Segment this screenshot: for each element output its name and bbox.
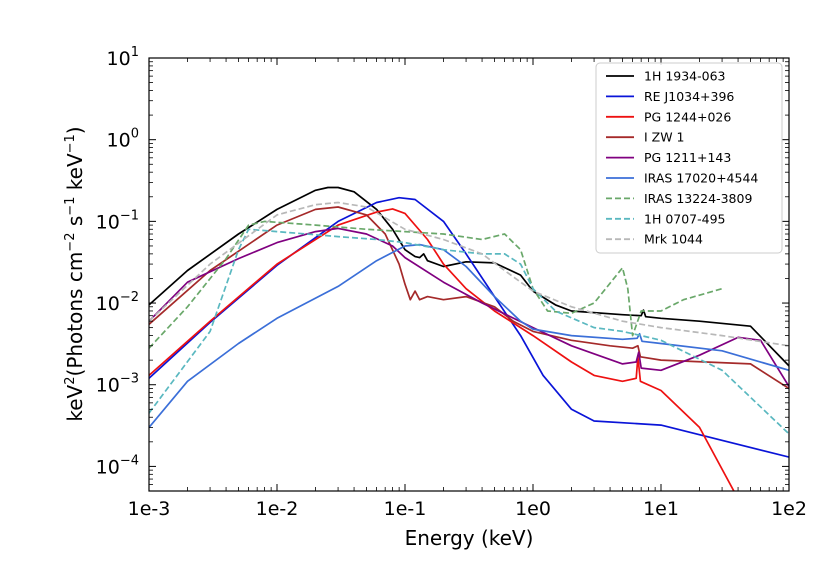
legend-label-re-j1034-396: RE J1034+396: [644, 89, 734, 104]
plot-frame: [148, 57, 790, 492]
y-tick-label: 10−2: [96, 290, 139, 315]
y-axis-label: keV2(Photons cm−2 s−1 keV−1): [63, 126, 87, 421]
legend-label-mrk-1044: Mrk 1044: [644, 232, 703, 247]
x-tick-label: 1e0: [515, 498, 551, 520]
legend-box: [595, 62, 783, 254]
x-tick-label: 1e1: [643, 498, 679, 520]
series-line-i-zw-1: [149, 206, 789, 390]
series-line-pg-1244-026: [149, 208, 735, 491]
y-tick-label: 10−4: [96, 453, 139, 478]
x-tick-label: 1e-2: [256, 498, 299, 520]
legend-label-1h-0707-495: 1H 0707-495: [644, 211, 726, 226]
y-tick-label: 101: [107, 45, 139, 70]
legend-label-iras-17020-4544: IRAS 17020+4544: [644, 171, 758, 186]
y-tick-label: 10−3: [96, 372, 139, 397]
series-line-iras-13224-3809: [149, 220, 723, 349]
series-line-mrk-1044: [149, 201, 789, 347]
legend-label-pg-1211-143: PG 1211+143: [644, 150, 731, 165]
series-line-re-j1034-396: [149, 196, 789, 458]
x-axis-label: Energy (keV): [405, 526, 534, 550]
legend: 1H 1934-063 RE J1034+396 PG 1244+026 I ZW 1…: [595, 62, 783, 254]
x-tick-label: 1e-3: [128, 498, 171, 520]
x-tick-label: 1e2: [771, 498, 807, 520]
tick-layer: 1e-3 1e-2 1e-1 1e0 1e1 1e2 10−4 10−3 10−2 10−1 100…: [96, 45, 807, 520]
series-line-iras-17020-4544: [149, 243, 789, 428]
series-line-1h-0707-495: [149, 228, 789, 435]
legend-label-pg-1244-026: PG 1244+026: [644, 109, 731, 124]
legend-label-1h-1934-063: 1H 1934-063: [644, 69, 726, 84]
series-layer: [149, 186, 789, 491]
series-line-pg-1211-143: [149, 227, 789, 387]
x-tick-label: 1e-1: [384, 498, 427, 520]
y-tick-label: 100: [107, 127, 139, 152]
legend-label-i-zw-1: I ZW 1: [644, 130, 685, 145]
legend-entries: 1H 1934-063 RE J1034+396 PG 1244+026 I ZW 1…: [606, 69, 758, 247]
y-tick-label: 10−1: [96, 208, 139, 233]
legend-label-iras-13224-3809: IRAS 13224-3809: [644, 191, 752, 206]
